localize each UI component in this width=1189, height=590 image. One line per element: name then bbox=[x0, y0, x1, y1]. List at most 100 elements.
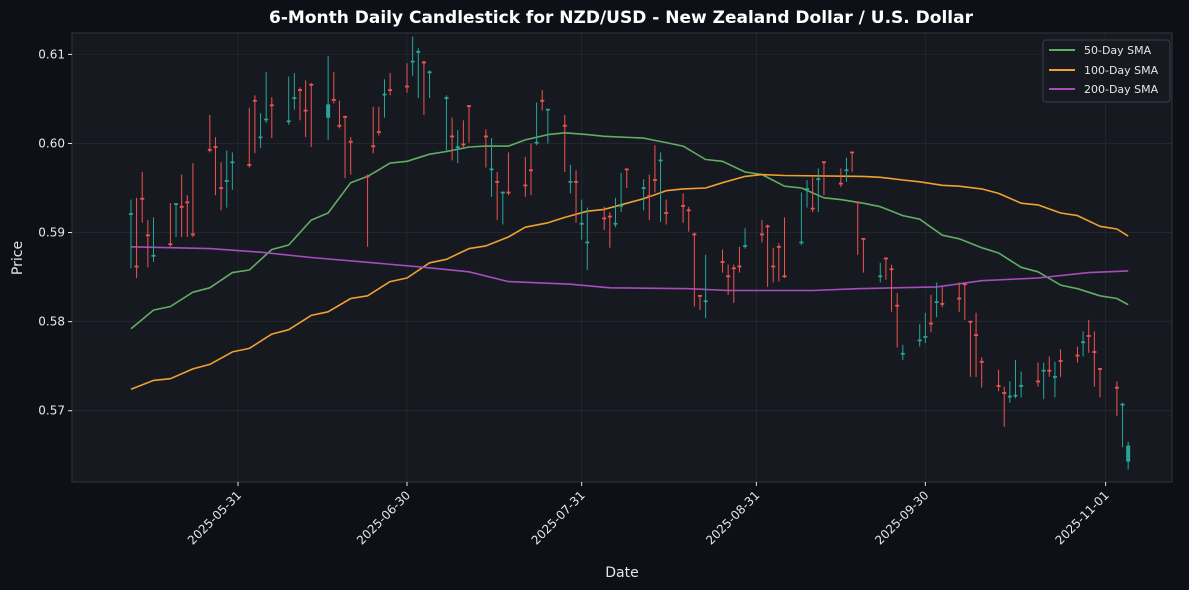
candle bbox=[641, 179, 646, 211]
candle bbox=[174, 203, 179, 238]
candle-body bbox=[450, 135, 455, 138]
y-tick-label: 0.60 bbox=[38, 136, 65, 150]
candle bbox=[416, 48, 421, 99]
candle-body bbox=[759, 233, 764, 236]
candle bbox=[652, 145, 657, 193]
candle-body bbox=[940, 303, 945, 305]
candle-body bbox=[821, 161, 826, 164]
candle bbox=[528, 143, 533, 196]
candle-body bbox=[855, 201, 860, 204]
candle-body bbox=[816, 178, 821, 181]
candle bbox=[444, 95, 449, 153]
y-tick-label: 0.57 bbox=[38, 404, 65, 418]
candle bbox=[658, 152, 663, 222]
candle bbox=[1126, 441, 1131, 470]
candle bbox=[247, 107, 252, 168]
candle bbox=[405, 63, 410, 93]
candle bbox=[1007, 381, 1012, 403]
candle-body bbox=[776, 246, 781, 248]
candle bbox=[523, 156, 528, 197]
candle-body bbox=[269, 104, 274, 107]
candle bbox=[1098, 367, 1103, 398]
candle-body bbox=[190, 233, 195, 236]
candle-body bbox=[878, 275, 883, 278]
candle-body bbox=[140, 197, 145, 200]
candle bbox=[534, 102, 539, 146]
candle bbox=[940, 286, 945, 308]
candle bbox=[168, 203, 173, 247]
candle bbox=[585, 207, 590, 270]
candle-body bbox=[1019, 384, 1024, 387]
candle bbox=[686, 206, 691, 232]
candle-body bbox=[726, 275, 731, 278]
candle-body bbox=[737, 265, 742, 268]
candle-body bbox=[1114, 386, 1119, 389]
candle-body bbox=[213, 146, 218, 149]
candle-body bbox=[382, 93, 387, 96]
candle-body bbox=[602, 217, 607, 220]
candle bbox=[568, 164, 573, 194]
candle bbox=[816, 168, 821, 213]
candle-body bbox=[506, 191, 511, 194]
candle bbox=[224, 150, 229, 208]
candle bbox=[743, 228, 748, 249]
candle-body bbox=[934, 301, 939, 304]
candle bbox=[703, 254, 708, 319]
y-tick-label: 0.59 bbox=[38, 226, 65, 240]
candle-body bbox=[388, 89, 393, 91]
candle bbox=[923, 312, 928, 344]
candle-body bbox=[258, 136, 263, 139]
candle bbox=[185, 195, 190, 238]
candle bbox=[1058, 349, 1063, 377]
candle bbox=[1086, 319, 1091, 353]
candle-body bbox=[917, 339, 922, 342]
candle-body bbox=[1098, 368, 1103, 370]
candle bbox=[337, 100, 342, 129]
candle-body bbox=[224, 180, 229, 182]
candle-body bbox=[974, 334, 979, 336]
candle bbox=[962, 283, 967, 320]
sma-line-2 bbox=[130, 246, 1129, 292]
candle-body bbox=[1002, 392, 1007, 394]
candle bbox=[821, 161, 826, 196]
candle bbox=[376, 106, 381, 136]
candle bbox=[450, 117, 455, 161]
candle-body bbox=[1075, 354, 1080, 357]
candle bbox=[466, 105, 471, 143]
candle-body bbox=[343, 115, 348, 118]
candle-body bbox=[979, 360, 984, 363]
candles bbox=[128, 36, 1131, 470]
candle-body bbox=[405, 85, 410, 88]
candle bbox=[140, 171, 145, 223]
candle bbox=[681, 193, 686, 223]
candle bbox=[1052, 361, 1057, 398]
candle bbox=[207, 114, 212, 153]
candle bbox=[331, 72, 336, 104]
candle-body bbox=[743, 245, 748, 247]
sma-line-0 bbox=[130, 132, 1129, 330]
candle bbox=[343, 115, 348, 179]
candle bbox=[619, 172, 624, 213]
candle-body bbox=[585, 241, 590, 244]
candle-body bbox=[720, 261, 725, 263]
legend: 50-Day SMA 100-Day SMA 200-Day SMA bbox=[1042, 39, 1171, 103]
candle-body bbox=[528, 169, 533, 172]
candle-body bbox=[455, 146, 460, 149]
candle-body bbox=[230, 161, 235, 164]
candle bbox=[213, 137, 218, 196]
candle-body bbox=[900, 352, 905, 355]
candle-body bbox=[540, 99, 545, 102]
candle bbox=[190, 163, 195, 238]
candle bbox=[252, 95, 257, 154]
candle-body bbox=[968, 320, 973, 323]
candle-body bbox=[466, 105, 471, 108]
candle bbox=[303, 80, 308, 138]
candle bbox=[579, 199, 584, 240]
candle-body bbox=[895, 304, 900, 307]
candle bbox=[371, 106, 376, 154]
candle bbox=[613, 197, 618, 228]
candle bbox=[292, 73, 297, 110]
candle-body bbox=[923, 335, 928, 338]
candle bbox=[878, 262, 883, 283]
candle bbox=[895, 293, 900, 348]
